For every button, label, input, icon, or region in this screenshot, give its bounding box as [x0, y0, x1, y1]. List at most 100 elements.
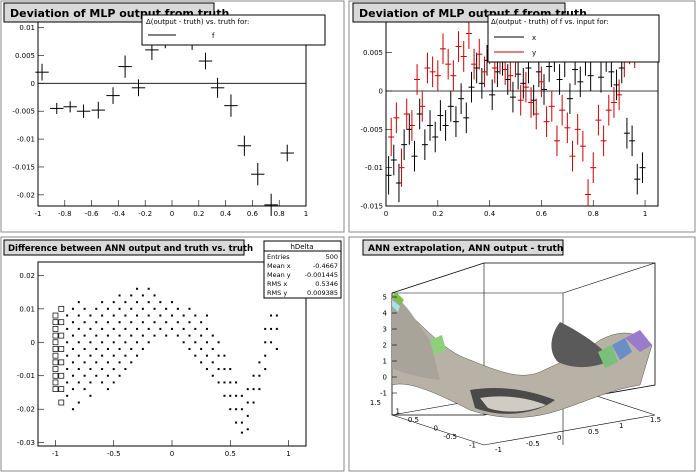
z-tick-label: 0: [383, 374, 387, 382]
scatter-point: [89, 314, 92, 317]
scatter-point: [101, 354, 104, 357]
scatter-point: [52, 326, 59, 332]
scatter-point: [136, 314, 139, 317]
stats-label: Mean x: [267, 262, 291, 270]
scatter-point: [112, 341, 115, 344]
scatter-point: [153, 307, 156, 310]
scatter-point: [258, 388, 261, 391]
pad-1-legend: [141, 14, 326, 46]
scatter-point: [136, 287, 139, 290]
scatter-point: [118, 334, 121, 337]
scatter-point: [264, 354, 267, 357]
scatter-point: [118, 307, 121, 310]
pad-2-legend-title: Δ(output - truth) of f vs. input for:: [491, 18, 609, 26]
scatter-point: [229, 368, 232, 371]
y-tick-label: 0.02: [19, 272, 35, 280]
scatter-point: [52, 319, 59, 326]
scatter-point: [136, 301, 139, 304]
y-tick-label: -0.01: [365, 164, 383, 172]
scatter-point: [89, 394, 92, 397]
scatter-point: [112, 368, 115, 371]
y-tick-label: 0: [557, 434, 561, 442]
x-tick-label: 0: [434, 425, 438, 433]
scatter-point: [147, 314, 150, 317]
scatter-point: [188, 307, 191, 310]
scatter-point: [52, 332, 59, 339]
scatter-point: [240, 431, 243, 434]
scatter-point: [141, 307, 144, 310]
stats-value: -0.001445: [305, 271, 338, 279]
scatter-point: [77, 341, 80, 344]
scatter-point: [66, 341, 69, 344]
scatter-point: [101, 314, 104, 317]
x-tick-label: 0.5: [225, 450, 236, 458]
scatter-point: [89, 368, 92, 371]
scatter-point: [77, 301, 80, 304]
scatter-point: [141, 321, 144, 324]
x-tick-label: 0: [384, 210, 388, 218]
x-tick-label: -1: [469, 442, 476, 450]
pad-3-marks: [52, 287, 278, 434]
y-tick-label: 1.5: [650, 416, 661, 424]
scatter-point: [252, 374, 255, 377]
scatter-point: [71, 334, 74, 337]
scatter-point: [71, 408, 74, 411]
stats-label: RMS y: [267, 289, 287, 297]
scatter-point: [141, 347, 144, 350]
scatter-point: [252, 401, 255, 404]
scatter-point: [252, 388, 255, 391]
scatter-point: [188, 347, 191, 350]
scatter-point: [176, 334, 179, 337]
surface-band-blue: [612, 338, 632, 360]
scatter-point: [240, 421, 243, 424]
scatter-point: [223, 368, 226, 371]
scatter-point: [130, 361, 133, 364]
scatter-point: [71, 347, 74, 350]
scatter-point: [194, 341, 197, 344]
scatter-point: [211, 347, 214, 350]
scatter-point: [205, 354, 208, 357]
scatter-point: [77, 401, 80, 404]
z-tick-label: -1: [380, 390, 387, 398]
x-tick-label: -1: [52, 450, 59, 458]
x-tick-label: 1: [304, 210, 308, 218]
y-tick-label: 0.005: [15, 52, 35, 60]
pad-1-plot: -1 -0.8 -0.6 -0.4 -0.2 0 0.2 0.4 0.6 0.8 1 0.01 0.00…: [3, 2, 326, 218]
scatter-point: [83, 374, 86, 377]
scatter-point: [66, 381, 69, 384]
scatter-point: [89, 381, 92, 384]
y-tick-label: -0.015: [12, 163, 35, 171]
y-tick-label: 0.5: [588, 428, 599, 436]
scatter-point: [106, 347, 109, 350]
scatter-point: [71, 361, 74, 364]
surface-left-wing: [392, 296, 440, 380]
scatter-point: [71, 321, 74, 324]
scatter-point: [52, 359, 59, 366]
surface-band-green: [392, 292, 404, 306]
scatter-point: [130, 334, 133, 337]
x-tick-label: 1.5: [370, 399, 381, 407]
scatter-point: [101, 301, 104, 304]
scatter-point: [264, 368, 267, 371]
scatter-point: [101, 368, 104, 371]
scatter-point: [217, 354, 220, 357]
scatter-point: [66, 314, 69, 317]
x-tick-label: 0.4: [484, 210, 496, 218]
scatter-point: [205, 314, 208, 317]
scatter-point: [200, 334, 203, 337]
scatter-point: [52, 352, 59, 359]
scatter-point: [83, 334, 86, 337]
y-tick-label: -0.5: [526, 440, 540, 448]
scatter-point: [270, 341, 273, 344]
scatter-point: [124, 314, 127, 317]
pad-4-title: ANN extrapolation, ANN output - truth: [368, 244, 563, 254]
surface-band-violet: [625, 330, 652, 352]
scatter-point: [136, 327, 139, 330]
scatter-point: [165, 334, 168, 337]
x-tick-label: 0.4: [220, 210, 232, 218]
scatter-point: [240, 408, 243, 411]
scatter-point: [95, 334, 98, 337]
scatter-point: [200, 321, 203, 324]
